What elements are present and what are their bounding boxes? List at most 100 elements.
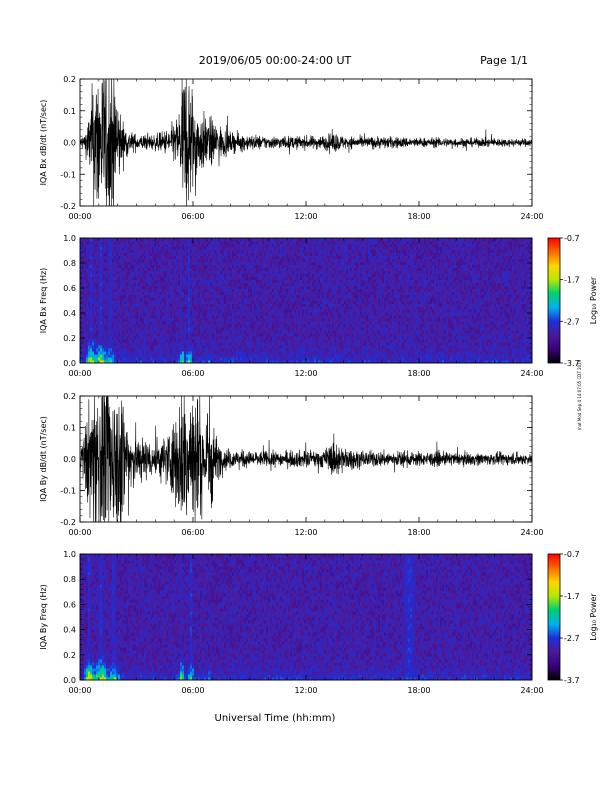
- y-tick-label: 0.2: [63, 75, 76, 84]
- spectrogram-cell: [200, 351, 202, 354]
- spectrogram-cell: [216, 342, 218, 345]
- spectrogram-cell: [208, 277, 210, 280]
- spectrogram-cell: [88, 280, 90, 283]
- spectrogram-cell: [82, 351, 84, 354]
- spectrogram-cell: [280, 268, 282, 271]
- spectrogram-cell: [272, 241, 274, 244]
- spectrogram-cell: [106, 244, 108, 247]
- spectrogram-cell: [222, 250, 224, 253]
- spectrogram-cell: [256, 306, 258, 309]
- spectrogram-cell: [284, 256, 286, 259]
- spectrogram-cell: [280, 354, 282, 357]
- spectrogram-cell: [152, 268, 154, 271]
- spectrogram-cell: [290, 321, 292, 324]
- spectrogram-cell: [120, 306, 122, 309]
- spectrogram-cell: [106, 339, 108, 342]
- spectrogram-cell: [148, 321, 150, 324]
- spectrogram-cell: [230, 295, 232, 298]
- spectrogram-cell: [300, 357, 302, 360]
- spectrogram-cell: [254, 303, 256, 306]
- spectrogram-cell: [182, 345, 184, 348]
- spectrogram-cell: [294, 280, 296, 283]
- spectrogram-cell: [200, 277, 202, 280]
- spectrogram-cell: [272, 289, 274, 292]
- spectrogram-cell: [128, 342, 130, 345]
- spectrogram-cell: [238, 324, 240, 327]
- spectrogram-cell: [280, 262, 282, 265]
- spectrogram-cell: [96, 253, 98, 256]
- spectrogram-cell: [266, 256, 268, 259]
- spectrogram-cell: [272, 354, 274, 357]
- spectrogram-cell: [298, 339, 300, 342]
- spectrogram-cell: [230, 354, 232, 357]
- spectrogram-cell: [142, 342, 144, 345]
- spectrogram-cell: [116, 241, 118, 244]
- spectrogram-cell: [294, 289, 296, 292]
- spectrogram-cell: [138, 268, 140, 271]
- spectrogram-cell: [282, 324, 284, 327]
- spectrogram-cell: [222, 274, 224, 277]
- spectrogram-cell: [228, 345, 230, 348]
- spectrogram-cell: [248, 324, 250, 327]
- spectrogram-cell: [276, 238, 278, 241]
- spectrogram-cell: [90, 301, 92, 304]
- spectrogram-cell: [186, 268, 188, 271]
- spectrogram-cell: [156, 289, 158, 292]
- spectrogram-cell: [184, 247, 186, 250]
- spectrogram-cell: [236, 265, 238, 268]
- spectrogram-cell: [152, 247, 154, 250]
- spectrogram-cell: [270, 259, 272, 262]
- spectrogram-cell: [222, 321, 224, 324]
- spectrogram-cell: [306, 283, 308, 286]
- spectrogram-cell: [212, 286, 214, 289]
- spectrogram-cell: [144, 315, 146, 318]
- spectrogram-cell: [104, 345, 106, 348]
- spectrogram-cell: [288, 292, 290, 295]
- spectrogram-cell: [196, 336, 198, 339]
- spectrogram-cell: [254, 312, 256, 315]
- spectrogram-cell: [198, 250, 200, 253]
- spectrogram-cell: [172, 321, 174, 324]
- spectrogram-cell: [114, 241, 116, 244]
- spectrogram-cell: [186, 289, 188, 292]
- spectrogram-cell: [284, 292, 286, 295]
- spectrogram-cell: [108, 274, 110, 277]
- spectrogram-cell: [104, 253, 106, 256]
- spectrogram-cell: [180, 271, 182, 274]
- spectrogram-cell: [92, 357, 94, 360]
- spectrogram-cell: [302, 324, 304, 327]
- spectrogram-cell: [194, 327, 196, 330]
- spectrogram-cell: [136, 309, 138, 312]
- spectrogram-cell: [126, 274, 128, 277]
- spectrogram-cell: [232, 292, 234, 295]
- spectrogram-cell: [152, 241, 154, 244]
- spectrogram-cell: [100, 295, 102, 298]
- spectrogram-cell: [82, 333, 84, 336]
- spectrogram-cell: [86, 289, 88, 292]
- spectrogram-cell: [106, 330, 108, 333]
- spectrogram-cell: [180, 306, 182, 309]
- spectrogram-cell: [298, 336, 300, 339]
- spectrogram-cell: [168, 327, 170, 330]
- spectrogram-cell: [220, 241, 222, 244]
- spectrogram-cell: [306, 295, 308, 298]
- spectrogram-cell: [302, 244, 304, 247]
- spectrogram-cell: [98, 295, 100, 298]
- spectrogram-cell: [138, 301, 140, 304]
- spectrogram-cell: [114, 259, 116, 262]
- spectrogram-cell: [292, 301, 294, 304]
- spectrogram-cell: [132, 342, 134, 345]
- spectrogram-cell: [206, 274, 208, 277]
- spectrogram-cell: [212, 330, 214, 333]
- spectrogram-cell: [234, 321, 236, 324]
- spectrogram-cell: [268, 315, 270, 318]
- spectrogram-cell: [108, 271, 110, 274]
- spectrogram-cell: [160, 333, 162, 336]
- spectrogram-cell: [96, 354, 98, 357]
- spectrogram-cell: [224, 348, 226, 351]
- spectrogram-cell: [254, 289, 256, 292]
- spectrogram-cell: [166, 250, 168, 253]
- spectrogram-cell: [304, 330, 306, 333]
- spectrogram-cell: [250, 342, 252, 345]
- spectrogram-cell: [100, 351, 102, 354]
